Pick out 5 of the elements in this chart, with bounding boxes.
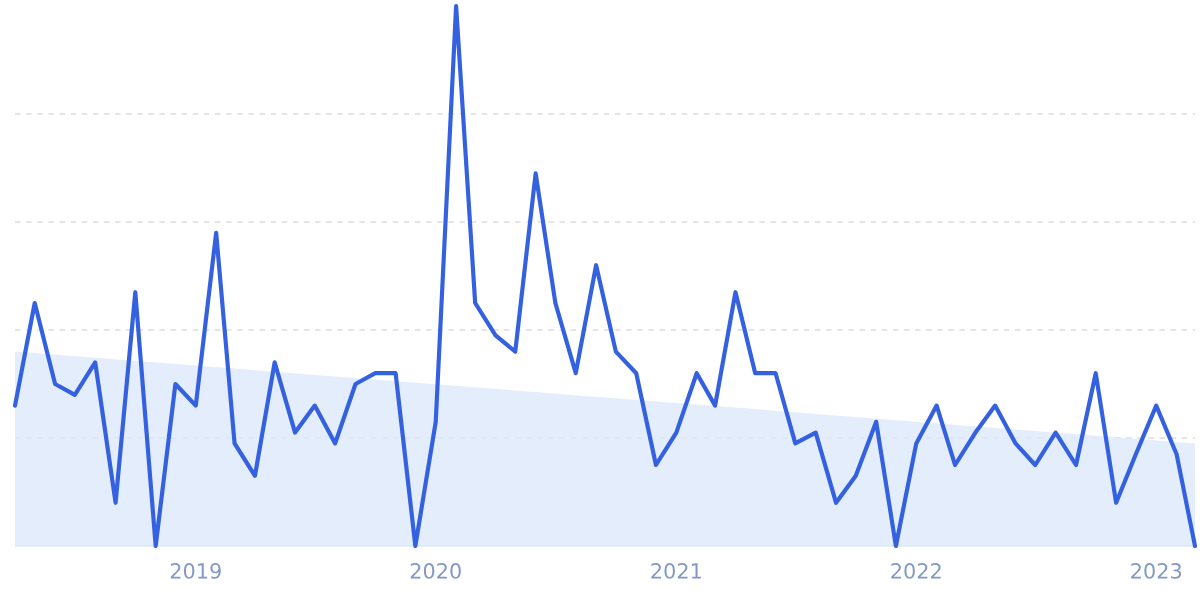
x-tick-label: 2023: [1131, 563, 1182, 579]
x-tick-label: 2019: [170, 563, 221, 579]
x-tick-label: 2020: [410, 563, 461, 579]
x-tick-label: 2021: [651, 563, 701, 579]
x-tick-label: 2022: [891, 563, 941, 579]
